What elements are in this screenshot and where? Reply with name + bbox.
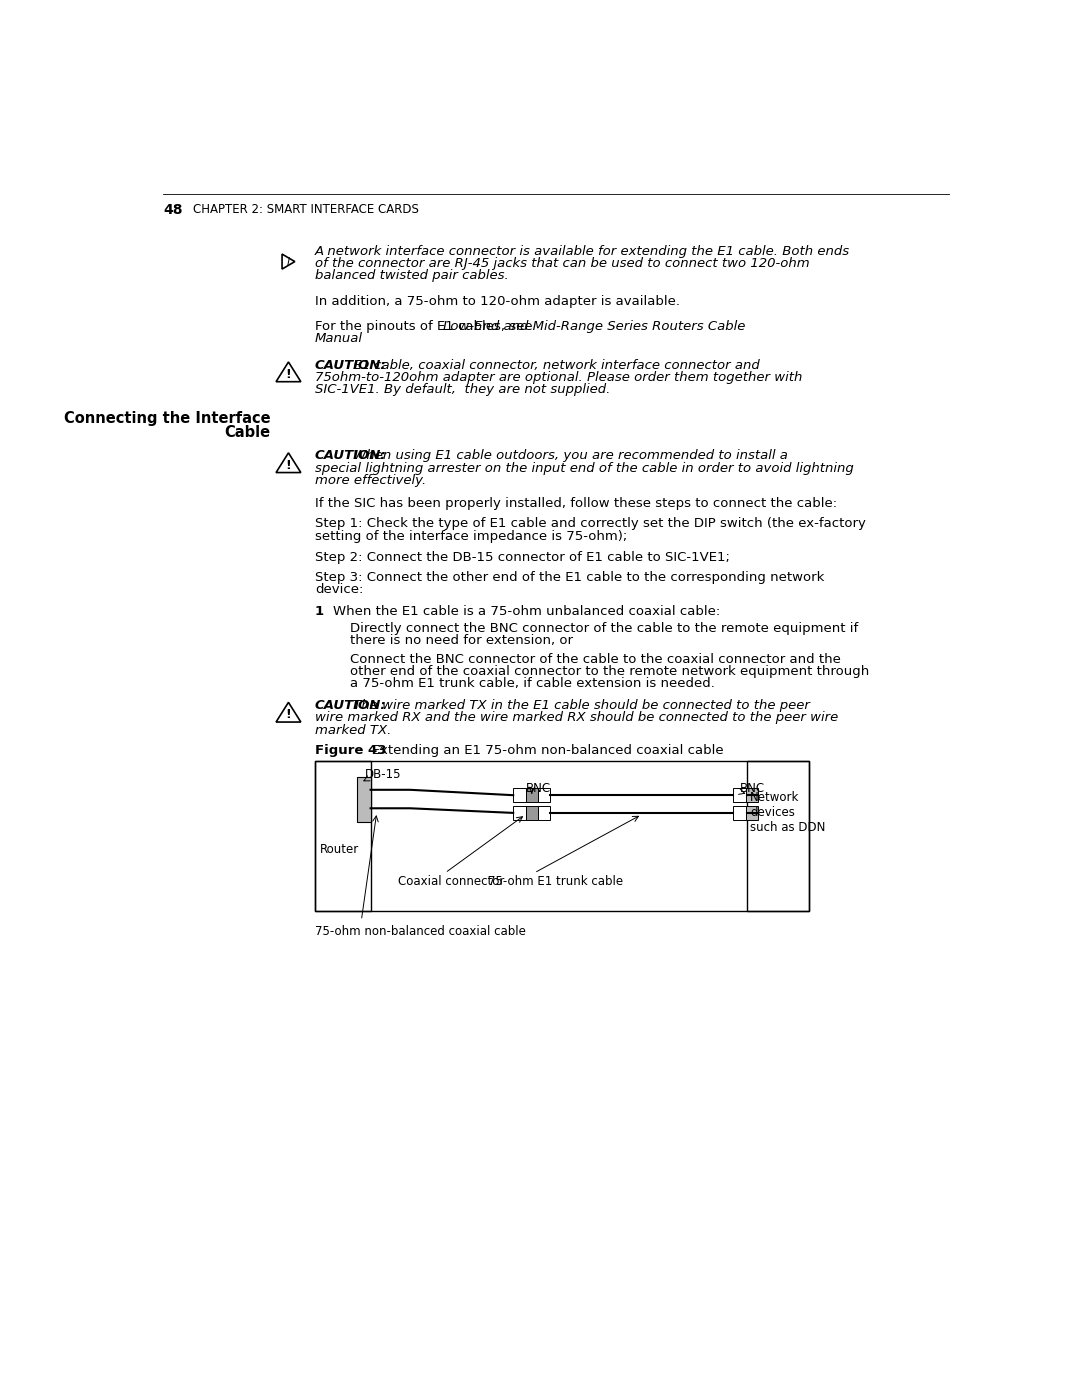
- Text: Step 3: Connect the other end of the E1 cable to the corresponding network: Step 3: Connect the other end of the E1 …: [314, 571, 824, 584]
- Text: Step 1: Check the type of E1 cable and correctly set the DIP switch (the ex-fact: Step 1: Check the type of E1 cable and c…: [314, 517, 866, 531]
- Text: CAUTION:: CAUTION:: [314, 450, 387, 462]
- Text: special lightning arrester on the input end of the cable in order to avoid light: special lightning arrester on the input …: [314, 462, 853, 475]
- Text: device:: device:: [314, 584, 363, 597]
- Bar: [538, 788, 551, 802]
- Text: Low-End and Mid-Range Series Routers Cable: Low-End and Mid-Range Series Routers Cab…: [443, 320, 745, 332]
- Text: of the connector are RJ-45 jacks that can be used to connect two 120-ohm: of the connector are RJ-45 jacks that ca…: [314, 257, 809, 270]
- Text: The wire marked TX in the E1 cable should be connected to the peer: The wire marked TX in the E1 cable shoul…: [349, 698, 810, 712]
- Text: wire marked RX and the wire marked RX should be connected to the peer wire: wire marked RX and the wire marked RX sh…: [314, 711, 838, 724]
- Text: marked TX.: marked TX.: [314, 724, 391, 736]
- Text: Directly connect the BNC connector of the cable to the remote equipment if: Directly connect the BNC connector of th…: [350, 622, 859, 636]
- Text: Router: Router: [320, 842, 359, 856]
- Text: 75-ohm non-balanced coaxial cable: 75-ohm non-balanced coaxial cable: [314, 925, 526, 937]
- Bar: [513, 806, 526, 820]
- Bar: [356, 778, 370, 823]
- Text: Step 2: Connect the DB-15 connector of E1 cable to SIC-1VE1;: Step 2: Connect the DB-15 connector of E…: [314, 550, 730, 564]
- Text: !: !: [285, 708, 292, 721]
- Text: BNC: BNC: [740, 782, 765, 795]
- Text: Network
devices
such as DDN: Network devices such as DDN: [751, 791, 826, 834]
- Text: .: .: [337, 332, 341, 345]
- Text: balanced twisted pair cables.: balanced twisted pair cables.: [314, 270, 509, 282]
- Bar: [733, 788, 745, 802]
- Text: !: !: [285, 458, 292, 472]
- Text: A network interface connector is available for extending the E1 cable. Both ends: A network interface connector is availab…: [314, 244, 850, 257]
- Text: SIC-1VE1. By default,  they are not supplied.: SIC-1VE1. By default, they are not suppl…: [314, 383, 610, 397]
- Text: Coaxial connector: Coaxial connector: [399, 875, 504, 887]
- Text: Figure 43: Figure 43: [314, 743, 387, 757]
- Text: 75-ohm E1 trunk cable: 75-ohm E1 trunk cable: [488, 875, 623, 887]
- Text: BNC: BNC: [526, 782, 551, 795]
- Text: If the SIC has been properly installed, follow these steps to connect the cable:: If the SIC has been properly installed, …: [314, 497, 837, 510]
- Bar: [526, 806, 538, 820]
- Text: a 75-ohm E1 trunk cable, if cable extension is needed.: a 75-ohm E1 trunk cable, if cable extens…: [350, 678, 715, 690]
- Text: When using E1 cable outdoors, you are recommended to install a: When using E1 cable outdoors, you are re…: [349, 450, 787, 462]
- Bar: [745, 788, 758, 802]
- Bar: [513, 788, 526, 802]
- Text: E1 cable, coaxial connector, network interface connector and: E1 cable, coaxial connector, network int…: [349, 359, 759, 372]
- Bar: [314, 760, 809, 911]
- Text: Cable: Cable: [225, 425, 271, 440]
- Bar: [314, 760, 370, 911]
- Text: CHAPTER 2: SMART INTERFACE CARDS: CHAPTER 2: SMART INTERFACE CARDS: [193, 203, 419, 217]
- Text: Extending an E1 75-ohm non-balanced coaxial cable: Extending an E1 75-ohm non-balanced coax…: [359, 743, 724, 757]
- Text: For the pinouts of E1 cables, see: For the pinouts of E1 cables, see: [314, 320, 537, 332]
- Text: Manual: Manual: [314, 332, 363, 345]
- Text: In addition, a 75-ohm to 120-ohm adapter is available.: In addition, a 75-ohm to 120-ohm adapter…: [314, 295, 679, 309]
- Text: other end of the coaxial connector to the remote network equipment through: other end of the coaxial connector to th…: [350, 665, 869, 678]
- Text: Connecting the Interface: Connecting the Interface: [64, 411, 271, 426]
- Bar: [747, 760, 809, 911]
- Text: DB-15: DB-15: [364, 768, 401, 781]
- Text: setting of the interface impedance is 75-ohm);: setting of the interface impedance is 75…: [314, 529, 627, 542]
- Bar: [526, 788, 538, 802]
- Text: 48: 48: [163, 203, 183, 217]
- Text: Connect the BNC connector of the cable to the coaxial connector and the: Connect the BNC connector of the cable t…: [350, 652, 841, 666]
- Text: CAUTION:: CAUTION:: [314, 698, 387, 712]
- Text: 75ohm-to-120ohm adapter are optional. Please order them together with: 75ohm-to-120ohm adapter are optional. Pl…: [314, 372, 802, 384]
- Text: When the E1 cable is a 75-ohm unbalanced coaxial cable:: When the E1 cable is a 75-ohm unbalanced…: [334, 605, 720, 617]
- Text: 1: 1: [314, 605, 324, 617]
- Text: i: i: [286, 257, 289, 267]
- Bar: [733, 806, 745, 820]
- Text: more effectively.: more effectively.: [314, 474, 426, 488]
- Bar: [745, 806, 758, 820]
- Text: !: !: [285, 367, 292, 381]
- Text: there is no need for extension, or: there is no need for extension, or: [350, 634, 573, 647]
- Bar: [538, 806, 551, 820]
- Text: CAUTION:: CAUTION:: [314, 359, 387, 372]
